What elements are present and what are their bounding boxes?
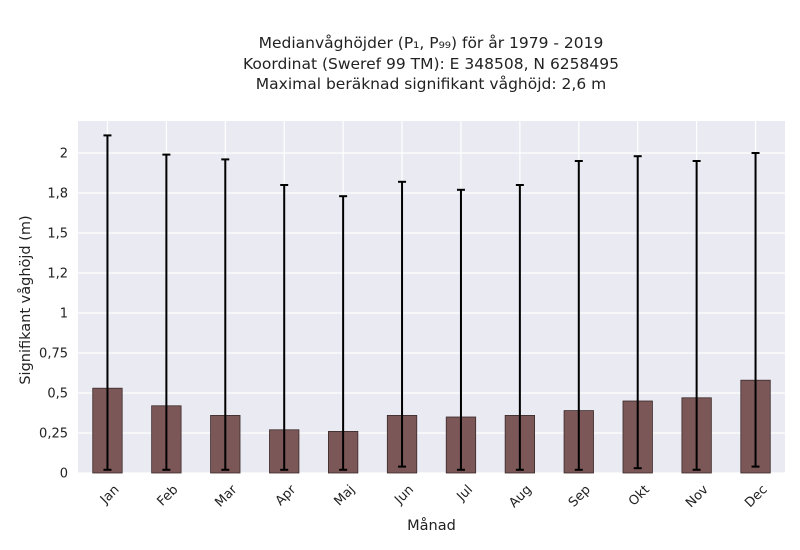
error-bars — [103, 134, 760, 471]
x-tick-label-apr: Apr — [273, 482, 300, 509]
error-bar-dec — [751, 152, 760, 468]
error-bar-feb — [162, 153, 171, 471]
error-bar-aug — [515, 184, 524, 471]
y-tick-label: 0,75 — [39, 347, 68, 362]
x-tick-label-feb: Feb — [155, 482, 182, 509]
y-axis-label: Signifikant våghöjd (m) — [17, 215, 34, 384]
y-tick-label: 1,2 — [47, 267, 68, 282]
x-tick-label-okt: Okt — [626, 482, 653, 509]
y-tick-label: 1 — [60, 307, 68, 322]
error-bar-jun — [398, 180, 407, 468]
chart-title-line-1: Medianvåghöjder (P₁, P₉₉) för år 1979 - … — [258, 34, 604, 52]
x-tick-label-aug: Aug — [506, 482, 535, 511]
x-tick-label-jul: Jul — [454, 482, 476, 504]
chart-title-line-3: Maximal beräknad signifikant våghöjd: 2,… — [255, 75, 607, 93]
y-tick-label: 1,8 — [47, 187, 68, 202]
error-bar-nov — [692, 160, 701, 471]
error-bar-okt — [633, 155, 642, 470]
y-tick-label: 0,25 — [39, 427, 68, 442]
error-bar-jul — [456, 188, 465, 471]
plot-area — [78, 121, 785, 473]
error-bar-mar — [221, 158, 230, 471]
error-bar-sep — [574, 160, 583, 471]
x-tick-label-sep: Sep — [566, 482, 594, 510]
error-bar-apr — [280, 184, 289, 471]
error-bar-maj — [339, 195, 348, 471]
x-tick-label-jun: Jun — [391, 482, 417, 508]
x-axis-label: Månad — [407, 517, 456, 534]
chart-title-line-2: Koordinat (Sweref 99 TM): E 348508, N 62… — [243, 54, 619, 73]
x-tick-label-nov: Nov — [683, 482, 712, 511]
x-tick-label-maj: Maj — [331, 482, 358, 509]
x-tick-label-dec: Dec — [742, 482, 770, 510]
x-tick-labels: Jan Feb Mar Apr Maj Jun Jul Aug Sep Okt Nov Dec — [97, 482, 771, 511]
y-tick-labels: 0 0,25 0,5 0,75 1 1,2 1,5 1,8 2 — [39, 147, 68, 482]
chart-title: Medianvåghöjder (P₁, P₉₉) för år 1979 - … — [0, 33, 800, 95]
error-bar-jan — [103, 134, 112, 471]
y-tick-label: 0 — [60, 467, 68, 482]
x-tick-label-jan: Jan — [97, 482, 122, 507]
x-tick-label-mar: Mar — [212, 482, 240, 510]
y-tick-label: 2 — [60, 147, 68, 162]
y-tick-label: 0,5 — [47, 387, 68, 402]
y-tick-label: 1,5 — [47, 227, 68, 242]
